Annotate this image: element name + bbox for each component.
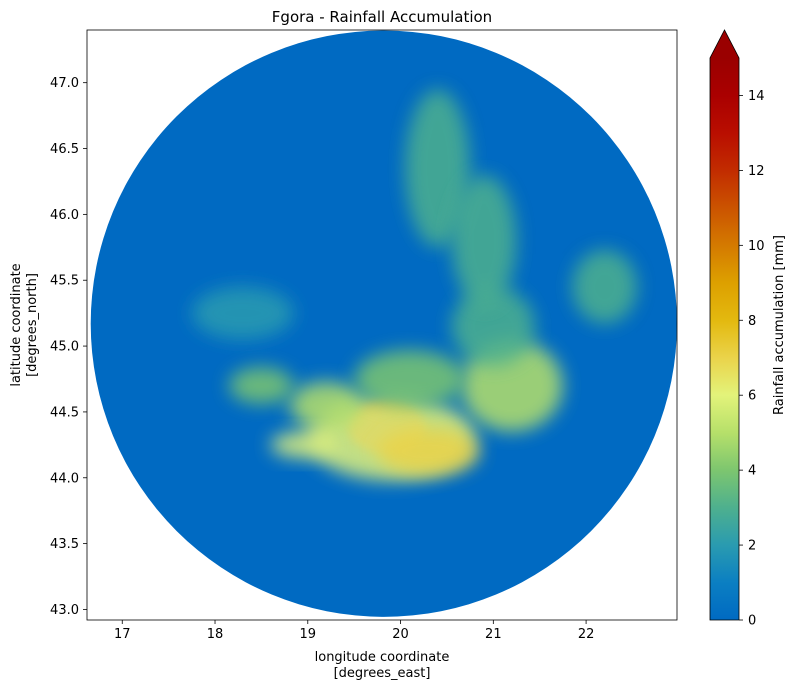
colorbar-extend-arrow	[710, 30, 739, 58]
x-tick-label: 20	[392, 627, 409, 642]
rain-cell-11	[228, 367, 294, 405]
rain-cell-2	[377, 427, 480, 476]
y-tick-label: 45.5	[50, 274, 79, 289]
y-axis-ticks: 43.0 43.5 44.0 44.5 45.0 45.5 46.0 46.5 47.0	[50, 76, 87, 618]
colorbar-label: Rainfall accumulation [mm]	[772, 235, 787, 415]
x-tick-label: 22	[578, 627, 595, 642]
chart-title: Fgora - Rainfall Accumulation	[272, 8, 492, 26]
y-tick-label: 43.5	[50, 537, 79, 552]
colorbar-tick-label: 0	[748, 614, 756, 629]
rain-cell-7	[405, 89, 471, 248]
y-tick-label: 46.0	[50, 208, 79, 223]
rain-cell-8	[451, 174, 517, 307]
x-tick-label: 17	[114, 627, 131, 642]
y-axis-label: latitude coordinate [degrees_north]	[9, 263, 40, 386]
colorbar-tick-label: 8	[748, 314, 756, 329]
colorbar-ticks: 0 2 4 6 8 10 12 14	[739, 89, 765, 629]
y-axis-label-line1: latitude coordinate	[9, 263, 24, 386]
x-tick-label: 19	[300, 627, 317, 642]
x-axis-ticks: 17 18 19 20 21 22	[114, 620, 594, 642]
colorbar-tick-label: 14	[748, 89, 765, 104]
y-tick-label: 43.0	[50, 603, 79, 618]
rain-features	[191, 89, 638, 481]
rain-cell-9	[572, 249, 638, 324]
colorbar-tick-label: 4	[748, 464, 756, 479]
rain-cell-4	[270, 431, 336, 459]
y-tick-label: 45.0	[50, 340, 79, 355]
x-axis-label-line1: longitude coordinate	[315, 650, 450, 665]
colorbar-tick-label: 2	[748, 539, 756, 554]
rain-cell-10	[191, 286, 294, 340]
plot-frame	[86, 29, 678, 621]
colorbar-fill	[710, 58, 739, 620]
x-axis-label-line2: [degrees_east]	[334, 666, 431, 681]
y-tick-label: 46.5	[50, 142, 79, 157]
y-tick-label: 47.0	[50, 76, 79, 91]
rain-cell-6	[451, 286, 536, 366]
colorbar-tick-label: 10	[748, 239, 765, 254]
colorbar-tick-label: 12	[748, 164, 765, 179]
x-tick-label: 18	[207, 627, 224, 642]
y-tick-label: 44.0	[50, 471, 79, 486]
colorbar: 0 2 4 6 8 10 12 14	[709, 29, 765, 629]
colorbar-tick-label: 6	[748, 389, 756, 404]
x-tick-label: 21	[485, 627, 502, 642]
y-tick-label: 44.5	[50, 405, 79, 420]
rain-cell-12	[354, 350, 466, 408]
colorbar-frame	[709, 29, 740, 621]
plot-area	[87, 30, 677, 620]
rain-cell-3	[289, 381, 364, 430]
radar-coverage-disk	[90, 30, 677, 617]
y-axis-label-line2: [degrees_north]	[25, 273, 40, 377]
